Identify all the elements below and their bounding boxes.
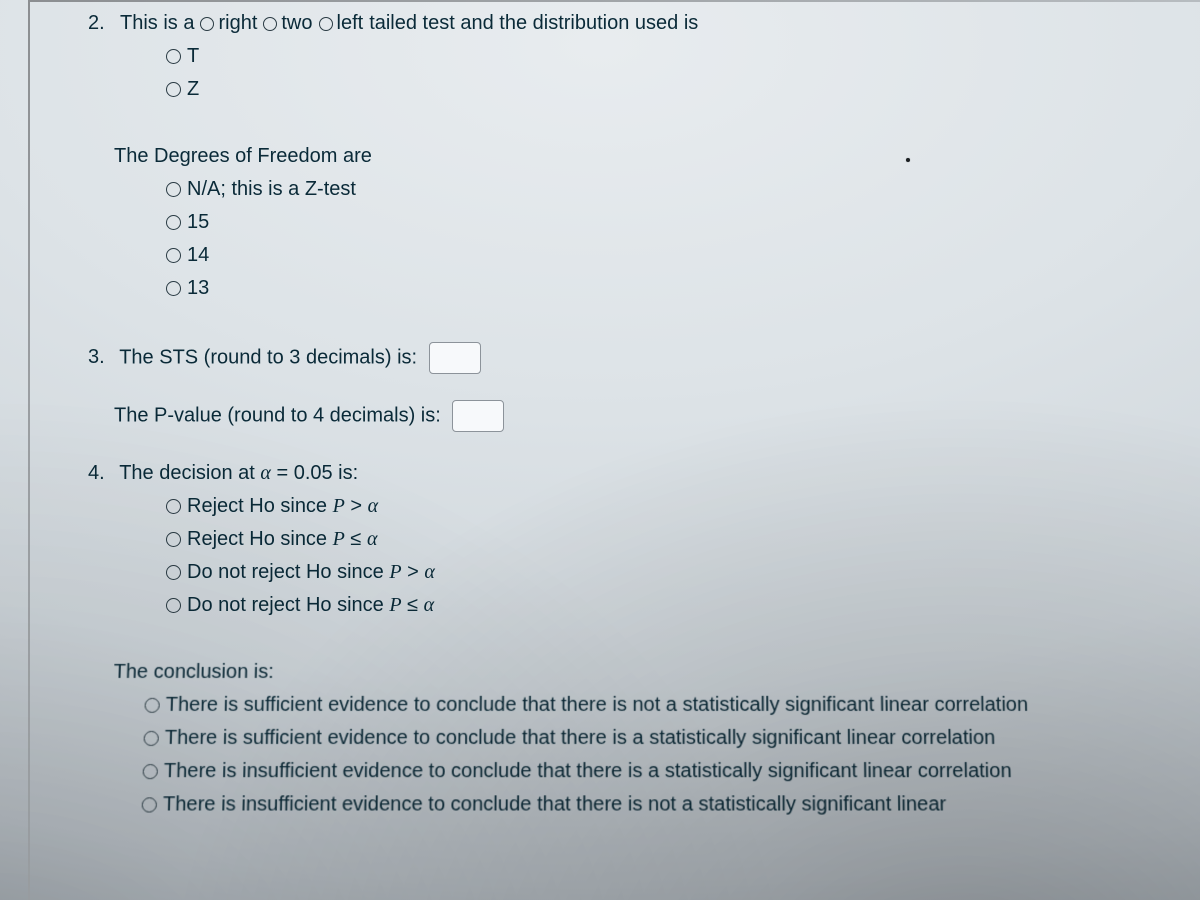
conclusion-option-3[interactable]: There is insufficient evidence to conclu… — [141, 791, 1154, 818]
conclusion-option-0[interactable]: There is sufficient evidence to conclude… — [144, 692, 1152, 719]
quiz-screen: 2. This is a right two left tailed test … — [0, 0, 1200, 900]
question-3: 3. The STS (round to 3 decimals) is: The… — [140, 342, 1150, 432]
pvalue-label: The P-value (round to 4 decimals) is: — [114, 404, 441, 426]
conclusion-option-2[interactable]: There is insufficient evidence to conclu… — [142, 758, 1153, 785]
df-label-text: 15 — [187, 209, 209, 236]
tail-label: right — [218, 10, 257, 37]
conclusion-text: There is sufficient evidence to conclude… — [165, 692, 1028, 719]
decision-radio-3[interactable] — [166, 598, 181, 613]
df-radio-15[interactable] — [166, 215, 181, 230]
df-label-text: N/A; this is a Z-test — [187, 176, 356, 203]
pvalue-row: The P-value (round to 4 decimals) is: — [114, 400, 1150, 432]
decision-text: Do not reject Ho since P > α — [187, 559, 435, 586]
conclusion-radio-0[interactable] — [144, 698, 159, 713]
q3-number: 3. — [88, 344, 114, 371]
q2-trail: tailed test and the distribution used is — [369, 10, 698, 37]
dist-option-Z[interactable]: Z — [166, 76, 1150, 103]
decision-text: Reject Ho since P > α — [187, 493, 378, 520]
df-label: The Degrees of Freedom are — [114, 143, 1150, 170]
df-radio-na[interactable] — [166, 182, 181, 197]
conclusion-radio-2[interactable] — [142, 764, 158, 779]
decision-options: Reject Ho since P > α Reject Ho since P … — [166, 493, 1150, 619]
decision-radio-2[interactable] — [166, 565, 181, 580]
sts-input[interactable] — [429, 342, 481, 374]
conclusion-radio-1[interactable] — [143, 731, 159, 746]
quiz-content: 2. This is a right two left tailed test … — [50, 10, 1150, 818]
df-option-14[interactable]: 14 — [166, 242, 1150, 269]
panel-top-edge — [28, 0, 1200, 2]
pvalue-input[interactable] — [452, 400, 504, 432]
tail-option-two[interactable]: two — [263, 10, 312, 37]
question-2: 2. This is a right two left tailed test … — [140, 10, 1150, 103]
conclusion-text: There is sufficient evidence to conclude… — [164, 725, 995, 752]
conclusion-option-1[interactable]: There is sufficient evidence to conclude… — [143, 725, 1152, 752]
q4-header: 4. The decision at α = 0.05 is: — [114, 460, 1150, 487]
df-option-na[interactable]: N/A; this is a Z-test — [166, 176, 1150, 203]
df-label-text: 14 — [187, 242, 209, 269]
question-4: 4. The decision at α = 0.05 is: Reject H… — [140, 460, 1150, 619]
tail-label: two — [281, 10, 312, 37]
decision-radio-0[interactable] — [166, 499, 181, 514]
df-options: N/A; this is a Z-test 15 14 13 — [166, 176, 1150, 302]
tail-radio-right[interactable] — [200, 17, 214, 31]
degrees-of-freedom: The Degrees of Freedom are N/A; this is … — [140, 143, 1150, 302]
decision-option-2[interactable]: Do not reject Ho since P > α — [166, 559, 1150, 586]
dist-radio-Z[interactable] — [166, 82, 181, 97]
q4-eq: = 0.05 is: — [271, 462, 358, 484]
dist-radio-T[interactable] — [166, 49, 181, 64]
conclusion-text: There is insufficient evidence to conclu… — [163, 791, 947, 818]
df-label-text: 13 — [187, 275, 209, 302]
conclusion-radio-3[interactable] — [142, 797, 158, 812]
dist-label: T — [187, 43, 199, 70]
decision-radio-1[interactable] — [166, 532, 181, 547]
conclusion-label: The conclusion is: — [113, 659, 1151, 686]
dist-option-T[interactable]: T — [166, 43, 1150, 70]
conclusion-options: There is sufficient evidence to conclude… — [141, 692, 1154, 819]
df-option-13[interactable]: 13 — [166, 275, 1150, 302]
conclusion-block: The conclusion is: There is sufficient e… — [135, 659, 1154, 819]
decision-option-3[interactable]: Do not reject Ho since P ≤ α — [166, 592, 1150, 619]
tail-option-right[interactable]: right — [200, 10, 257, 37]
q2-lead: This is a — [120, 10, 194, 37]
decision-option-1[interactable]: Reject Ho since P ≤ α — [166, 526, 1150, 553]
decision-text: Reject Ho since P ≤ α — [187, 526, 377, 553]
tail-radio-left[interactable] — [319, 17, 333, 31]
q4-number: 4. — [88, 460, 114, 487]
alpha-symbol: α — [260, 462, 271, 484]
tail-option-left[interactable]: left — [319, 10, 364, 37]
tail-label: left — [337, 10, 364, 37]
conclusion-text: There is insufficient evidence to conclu… — [163, 758, 1012, 785]
df-radio-14[interactable] — [166, 248, 181, 263]
q2-header: 2. This is a right two left tailed test … — [114, 10, 1150, 37]
df-radio-13[interactable] — [166, 281, 181, 296]
sts-row: 3. The STS (round to 3 decimals) is: — [114, 342, 1150, 374]
q4-lead: The decision at — [119, 462, 260, 484]
distribution-options: T Z — [166, 43, 1150, 103]
dist-label: Z — [187, 76, 199, 103]
tail-radio-two[interactable] — [263, 17, 277, 31]
q2-number: 2. — [88, 10, 114, 37]
panel-left-edge — [28, 0, 30, 900]
decision-text: Do not reject Ho since P ≤ α — [187, 592, 434, 619]
decision-option-0[interactable]: Reject Ho since P > α — [166, 493, 1150, 520]
sts-label: The STS (round to 3 decimals) is: — [119, 346, 417, 368]
df-option-15[interactable]: 15 — [166, 209, 1150, 236]
